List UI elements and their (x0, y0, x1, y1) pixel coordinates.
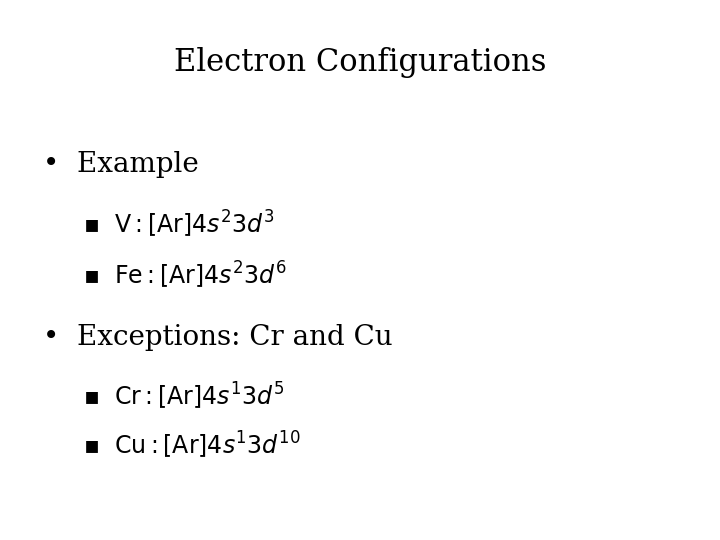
Text: •  Exceptions: Cr and Cu: • Exceptions: Cr and Cu (43, 324, 393, 351)
Text: •  Example: • Example (43, 151, 199, 178)
Text: ▪  $\mathrm{V: [Ar]4}\mathit{s}^{\mathrm{2}}\mathrm{3}\mathit{d}^{\mathrm{3}}$: ▪ $\mathrm{V: [Ar]4}\mathit{s}^{\mathrm{… (83, 208, 274, 240)
Text: ▪  $\mathrm{Cr: [Ar]4}\mathit{s}^{\mathrm{1}}\mathrm{3}\mathit{d}^{\mathrm{5}}$: ▪ $\mathrm{Cr: [Ar]4}\mathit{s}^{\mathrm… (83, 381, 284, 413)
Text: ▪  $\mathrm{Fe: [Ar]4}\mathit{s}^{\mathrm{2}}\mathrm{3}\mathit{d}^{\mathrm{6}}$: ▪ $\mathrm{Fe: [Ar]4}\mathit{s}^{\mathrm… (83, 260, 287, 291)
Text: ▪  $\mathrm{Cu: [Ar]4}\mathit{s}^{\mathrm{1}}\mathrm{3}\mathit{d}^{\mathrm{10}}$: ▪ $\mathrm{Cu: [Ar]4}\mathit{s}^{\mathrm… (83, 430, 300, 461)
Text: Electron Configurations: Electron Configurations (174, 46, 546, 78)
